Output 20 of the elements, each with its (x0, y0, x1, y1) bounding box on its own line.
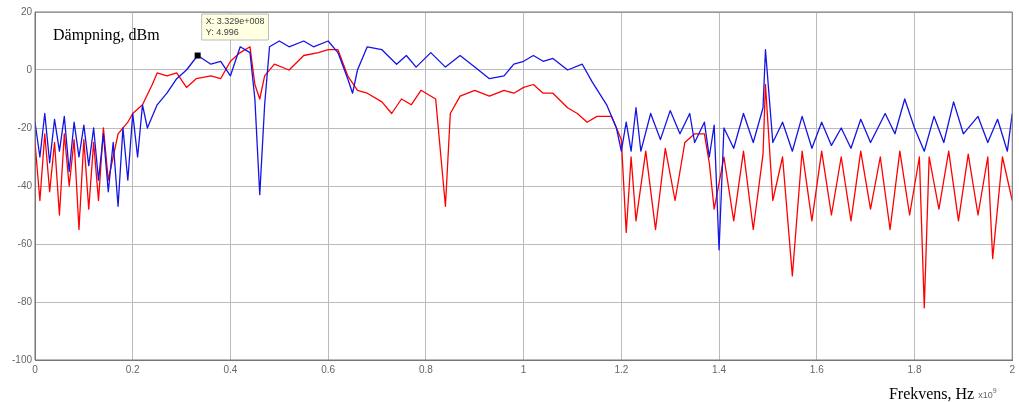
x-tick-label: 1.2 (614, 363, 629, 375)
x-tick-label: 2 (1009, 363, 1016, 375)
x-tick-label: 0.2 (125, 363, 141, 375)
y-tick-label: -60 (17, 237, 33, 249)
x-tick-label: 1.4 (712, 363, 727, 375)
x-axis-title: Frekvens, Hz (888, 385, 975, 402)
x-tick-label: 1.6 (809, 363, 825, 375)
y-axis-title: Dämpning, dBm (53, 26, 161, 44)
x-tick-label: 0.6 (321, 363, 336, 375)
x-tick-label: 0.8 (418, 363, 434, 375)
y-tick-label: 0 (26, 63, 33, 75)
y-tick-label: 20 (20, 5, 33, 17)
annotation: X: 3.329e+008 Y: 4.996 (205, 15, 265, 37)
y-tick-label: -100 (11, 353, 33, 365)
y-tick-label: -20 (17, 121, 33, 133)
y-tick-label: -40 (17, 179, 33, 191)
y-tick-label: -80 (17, 295, 33, 307)
x-tick-label: 0.4 (223, 363, 238, 375)
x-tick-label: 1.8 (907, 363, 922, 375)
x-tick-label: 1 (520, 363, 527, 375)
